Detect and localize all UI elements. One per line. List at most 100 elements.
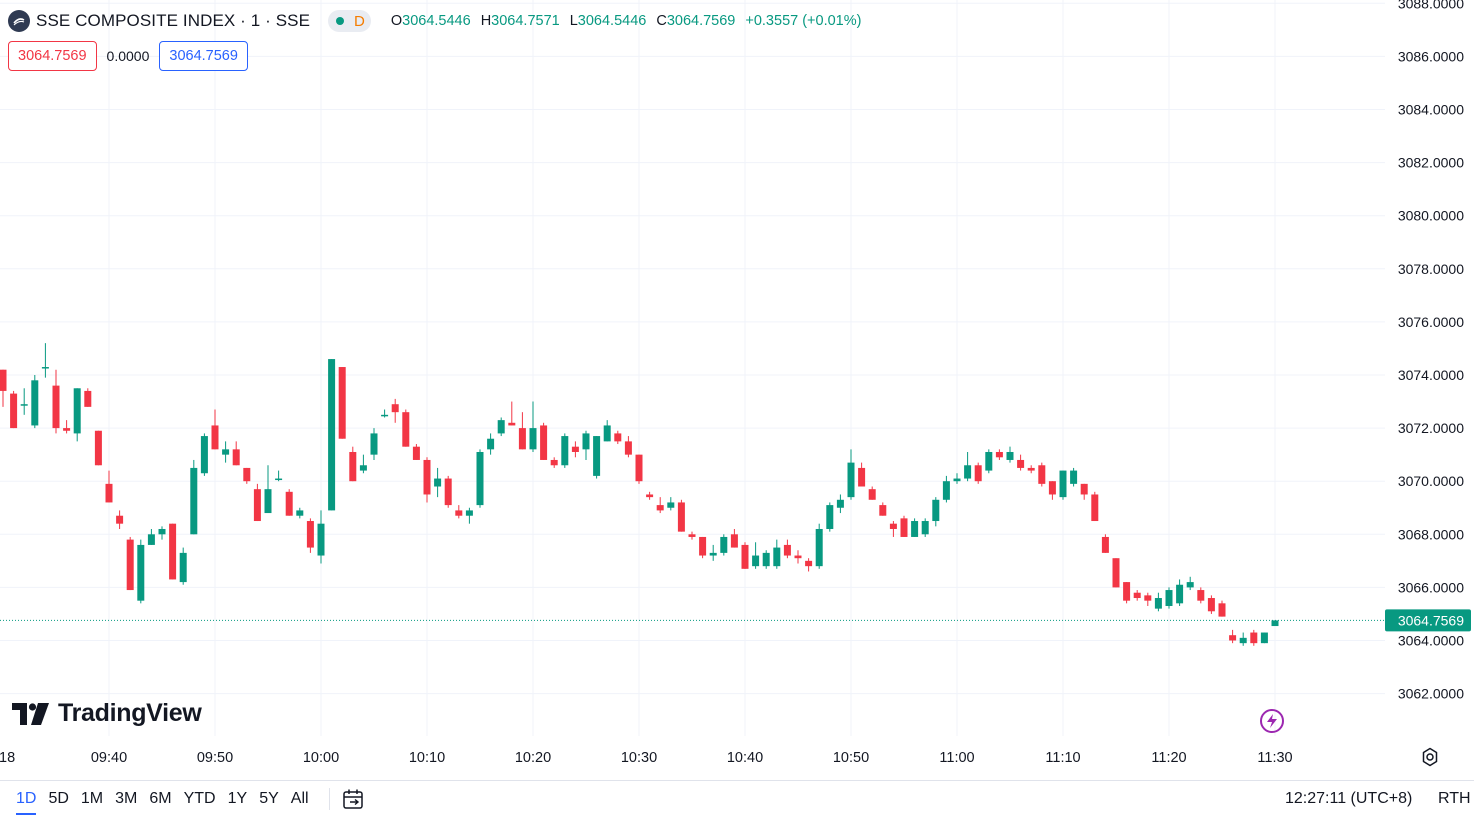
candle — [858, 462, 866, 487]
candle-body — [317, 523, 325, 556]
candle — [635, 454, 643, 484]
candle — [656, 497, 664, 514]
candle-body — [222, 449, 230, 455]
candle-body — [116, 515, 124, 524]
candle-body — [41, 367, 49, 369]
timezone-clock[interactable]: 12:27:11 (UTC+8) — [1285, 790, 1413, 807]
y-tick-label: 3062.0000 — [1398, 686, 1464, 702]
y-tick-label: 3066.0000 — [1398, 579, 1464, 595]
candle-body — [677, 502, 685, 532]
range-ytd-button[interactable]: YTD — [183, 790, 216, 807]
candle — [836, 494, 844, 514]
candle — [783, 539, 791, 559]
candle-body — [253, 489, 261, 522]
price-chart[interactable]: 3064.7569 3062.00003064.00003066.0000306… — [0, 0, 1474, 780]
session-toggle[interactable]: RTH — [1438, 790, 1471, 807]
toolbar-divider — [328, 788, 330, 810]
symbol-title[interactable]: SSE COMPOSITE INDEX · 1 · SSE — [36, 11, 311, 30]
candle — [1091, 491, 1099, 522]
candle-body — [508, 422, 516, 426]
candle-body — [465, 510, 473, 516]
candle-body — [762, 552, 770, 567]
range-5y-button[interactable]: 5Y — [259, 790, 279, 807]
flash-icon[interactable] — [1260, 709, 1284, 733]
calendar-range-icon[interactable] — [340, 786, 366, 812]
candle-body — [275, 478, 283, 481]
tradingview-watermark[interactable]: TradingView — [12, 699, 202, 728]
candle-body — [1101, 536, 1109, 553]
candle-body — [264, 489, 272, 514]
candle-body — [1048, 481, 1056, 495]
x-tick-label: 11:00 — [939, 750, 974, 766]
watermark-text: TradingView — [58, 699, 202, 727]
candle — [211, 409, 219, 450]
sell-price-button[interactable]: 3064.7569 — [8, 41, 97, 71]
candle-body — [52, 385, 60, 429]
candle — [63, 420, 71, 434]
candle-body — [741, 544, 749, 569]
candle — [52, 369, 60, 434]
buy-price-button[interactable]: 3064.7569 — [159, 41, 248, 71]
candle — [752, 542, 760, 569]
candle-body — [815, 528, 823, 567]
candle-body — [1218, 603, 1226, 617]
candle — [1059, 470, 1067, 500]
candle — [476, 449, 484, 508]
price-axis[interactable]: 3062.0000 3064.0000 3066.0000 3068.0000 3070… — [1398, 0, 1464, 702]
range-1y-button[interactable]: 1Y — [227, 790, 248, 807]
candle — [306, 518, 314, 553]
range-3m-button[interactable]: 3M — [115, 790, 138, 807]
candle-body — [730, 534, 738, 548]
candle — [995, 449, 1003, 460]
sse-logo-icon[interactable] — [8, 10, 30, 32]
candle-body — [688, 534, 696, 537]
candle-body — [805, 560, 813, 567]
candle — [73, 388, 81, 442]
settings-gear-icon[interactable] — [1420, 747, 1440, 767]
candle — [1239, 632, 1247, 646]
candle — [200, 433, 208, 476]
candle — [868, 486, 876, 500]
candle — [889, 521, 897, 537]
ohlc-values: O3064.5446 H3064.7571 L3064.5446 C3064.7… — [391, 13, 862, 29]
tradingview-logo-icon — [12, 702, 49, 725]
x-tick-label: 10:20 — [515, 750, 551, 766]
candle — [699, 536, 707, 559]
time-axis[interactable]: 18 09:40 09:50 10:00 10:10 10:20 10:30 10:40 10:… — [0, 750, 1293, 766]
candle — [720, 534, 728, 556]
range-1m-button[interactable]: 1M — [80, 790, 104, 807]
candle — [762, 550, 770, 569]
candle — [1176, 579, 1184, 606]
candle — [1038, 462, 1046, 487]
candle — [1112, 558, 1120, 588]
candle — [497, 417, 505, 437]
candle-body — [190, 467, 198, 535]
range-all-button[interactable]: All — [290, 790, 309, 807]
candle — [677, 499, 685, 532]
candle — [94, 430, 102, 466]
y-tick-label: 3082.0000 — [1398, 155, 1464, 171]
range-1d-button[interactable]: 1D — [10, 781, 42, 817]
y-tick-label: 3086.0000 — [1398, 48, 1464, 64]
market-status-pill[interactable]: D — [328, 10, 371, 32]
range-5d-button[interactable]: 5D — [48, 790, 69, 807]
candle-body — [338, 367, 346, 439]
candle-body — [720, 536, 728, 553]
candle — [1017, 454, 1025, 471]
x-tick-label: 10:10 — [409, 750, 445, 766]
candle-body — [1123, 582, 1131, 601]
candle — [603, 420, 611, 442]
candle — [31, 375, 39, 429]
range-6m-button[interactable]: 6M — [149, 790, 172, 807]
candle-body — [614, 433, 622, 442]
candle-body — [942, 481, 950, 500]
candle — [126, 536, 134, 591]
x-tick-label: 11:30 — [1257, 750, 1292, 766]
last-price-tag — [1385, 609, 1471, 632]
candle-body — [359, 465, 367, 471]
ohlc-low: L3064.5446 — [569, 13, 647, 29]
candle-body — [391, 404, 399, 413]
y-tick-label: 3078.0000 — [1398, 261, 1464, 277]
candle — [349, 446, 357, 482]
candle-body — [487, 438, 495, 450]
